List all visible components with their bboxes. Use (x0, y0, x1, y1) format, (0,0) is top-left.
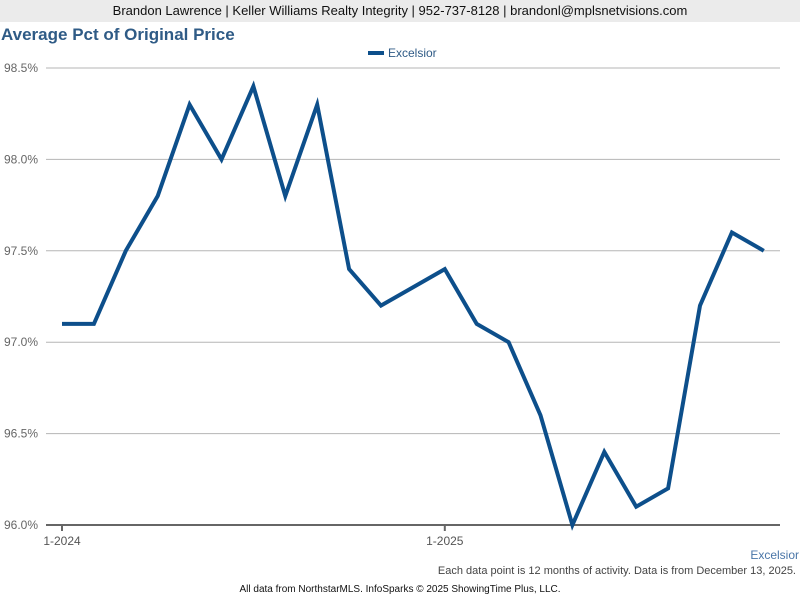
y-axis-labels: 96.0% 96.5% 97.0% 97.5% 98.0% 98.5% (4, 61, 38, 532)
x-axis: 1-2024 1-2025 (43, 525, 464, 548)
data-note: Each data point is 12 months of activity… (437, 565, 796, 577)
chart-title: Average Pct of Original Price (1, 25, 235, 44)
y-tick-label: 97.5% (4, 244, 38, 258)
x-tick-label: 1-2025 (426, 534, 464, 548)
legend[interactable]: Excelsior (368, 46, 437, 60)
line-chart: 96.0%96.5%97.0%97.5%98.0%98.5% 1-2024 1-2… (4, 61, 780, 548)
series-label: Excelsior (750, 548, 799, 562)
y-tick-label: 97.0% (4, 335, 38, 349)
gridlines (46, 67, 780, 526)
legend-swatch-icon (368, 51, 384, 55)
contact-header: Brandon Lawrence | Keller Williams Realt… (0, 0, 800, 22)
series-line-excelsior (62, 80, 765, 531)
y-tick-label: 96.0% (4, 518, 38, 532)
footer-credit: All data from NorthstarMLS. InfoSparks ©… (239, 584, 561, 595)
y-tick-label: 98.0% (4, 152, 38, 166)
x-tick-label: 1-2024 (43, 534, 81, 548)
y-tick-label: 96.5% (4, 427, 38, 441)
legend-label: Excelsior (388, 46, 437, 60)
y-tick-label: 98.5% (4, 61, 38, 75)
